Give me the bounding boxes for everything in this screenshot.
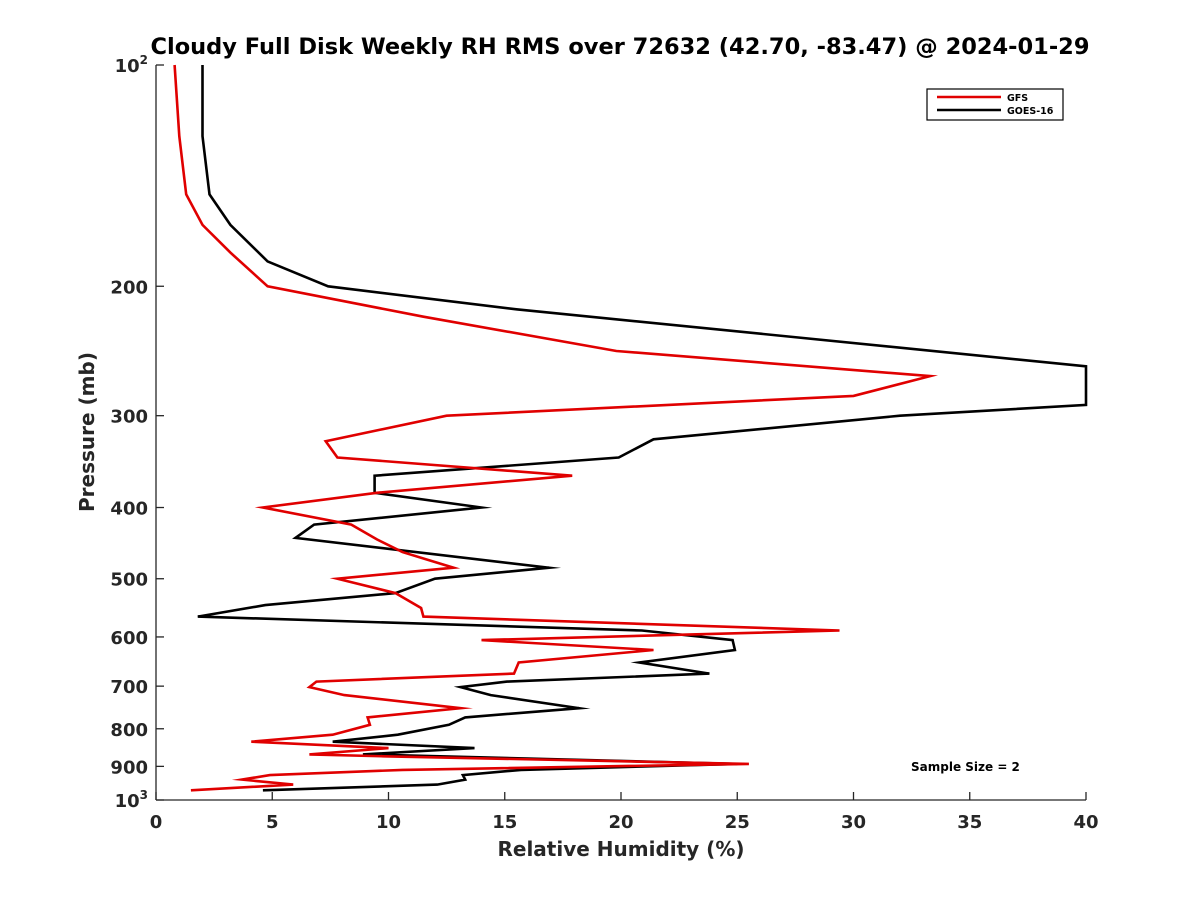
x-tick-label: 25 [725,812,750,833]
y-ticks: 102 200 300 400 500 600 700 800 900 103 [110,53,164,812]
x-tick-label: 15 [492,812,517,833]
x-tick-label: 20 [608,812,633,833]
x-tick-label: 30 [841,812,866,833]
y-tick-label: 200 [110,277,148,298]
x-tick-label: 40 [1073,812,1098,833]
x-tick-label: 35 [957,812,982,833]
sample-size-annotation: Sample Size = 2 [911,760,1020,774]
x-axis-label: Relative Humidity (%) [497,837,744,861]
y-tick-label: 400 [110,499,148,520]
y-tick-label: 800 [110,720,148,741]
y-tick-label: 600 [110,628,148,649]
chart-title: Cloudy Full Disk Weekly RH RMS over 7263… [150,34,1089,60]
legend-label-gfs: GFS [1007,93,1028,104]
y-tick-label: 300 [110,407,148,428]
x-tick-label: 5 [266,812,279,833]
y-tick-label: 500 [110,570,148,591]
y-tick-label: 700 [110,677,148,698]
x-ticks: 0 5 10 15 20 25 30 35 40 [150,792,1099,833]
x-tick-label: 10 [376,812,401,833]
y-tick-label: 102 [115,53,148,77]
series-line-gfs [173,64,939,792]
series-line-goes16 [197,65,1088,792]
y-tick-label: 900 [110,757,148,778]
legend-label-goes16: GOES-16 [1007,106,1054,117]
series-layer [173,64,1088,792]
x-tick-label: 0 [150,812,163,833]
y-axis-label: Pressure (mb) [75,352,99,512]
legend: GFS GOES-16 [926,88,1064,121]
legend-box [926,88,1064,121]
y-tick-label: 103 [115,788,148,812]
